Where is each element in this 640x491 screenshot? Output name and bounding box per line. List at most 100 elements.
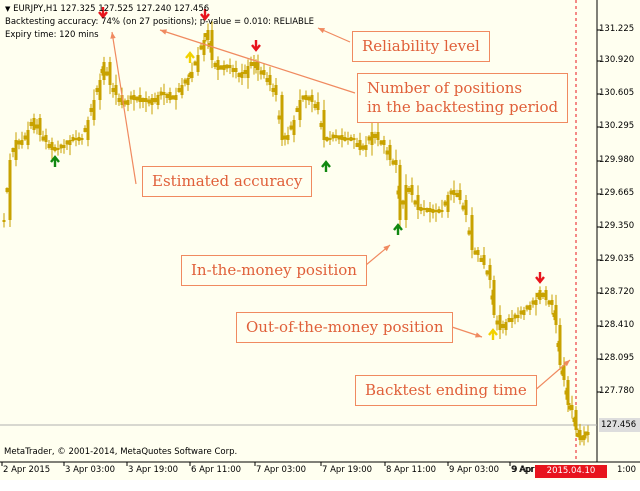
candle-body xyxy=(126,100,130,105)
candle-body xyxy=(404,185,408,220)
accuracy-pointer xyxy=(110,31,137,185)
candle-body xyxy=(570,405,574,410)
candle-body xyxy=(564,390,568,395)
candle-body xyxy=(425,208,429,212)
candle-body xyxy=(407,188,411,192)
candle-body xyxy=(2,220,6,222)
candle-body xyxy=(367,136,371,141)
candle-body xyxy=(177,88,181,92)
callout-out-of-the-money: Out-of-the-money position xyxy=(236,312,454,343)
symbol-info-line: ▼ EURJPY,H1 127.325 127.525 127.240 127.… xyxy=(5,4,209,14)
candle-body xyxy=(476,250,480,255)
candle-body xyxy=(504,322,508,330)
candle-body xyxy=(38,118,42,135)
candle-body xyxy=(108,62,112,85)
candle-body xyxy=(202,40,206,55)
candle-body xyxy=(29,122,33,126)
candle-body xyxy=(358,140,362,150)
candle-body xyxy=(391,160,395,165)
candle-body xyxy=(196,55,200,72)
candle-body xyxy=(199,45,203,50)
copyright-text: MetaTrader, © 2001-2014, MetaQuotes Soft… xyxy=(4,447,238,457)
green-up-arrow-icon xyxy=(393,223,403,235)
candle-body xyxy=(498,315,502,330)
candle-body xyxy=(528,305,532,310)
chart-window: ▼ EURJPY,H1 127.325 127.525 127.240 127.… xyxy=(0,0,640,480)
candle-body xyxy=(455,193,459,197)
time-axis-label: 7 Apr 19:00 xyxy=(322,465,373,475)
price-axis-label: 130.605 xyxy=(599,88,635,98)
candle-body xyxy=(144,98,148,102)
red-down-arrow-icon xyxy=(251,40,261,52)
candle-body xyxy=(44,135,48,142)
candle-body xyxy=(83,128,87,132)
candle-body xyxy=(519,310,523,315)
candle-body xyxy=(165,94,169,98)
candle-body xyxy=(274,85,278,95)
price-axis-label: 127.780 xyxy=(599,386,635,396)
candle-body xyxy=(20,140,24,145)
candle-body xyxy=(379,140,383,145)
candle-body xyxy=(213,63,217,67)
candle-body xyxy=(464,200,468,215)
candle-body xyxy=(473,250,477,255)
candle-body xyxy=(102,62,106,80)
candle-body xyxy=(541,293,545,297)
symbol-dropdown-icon[interactable]: ▼ xyxy=(5,5,11,13)
candle-body xyxy=(510,318,514,322)
price-axis-label: 128.095 xyxy=(599,353,635,363)
candle-body xyxy=(422,208,426,210)
candle-body xyxy=(210,30,214,60)
yellow-up-arrow-icon xyxy=(488,328,498,340)
candle-body xyxy=(513,314,517,319)
candle-body xyxy=(522,310,526,315)
candle-body xyxy=(361,145,365,150)
candle-body xyxy=(560,370,564,375)
candle-body xyxy=(385,150,389,155)
candle-body xyxy=(174,95,178,100)
candle-body xyxy=(325,137,329,141)
candle-body xyxy=(443,201,447,206)
expiry-time-text: Expiry time: 120 mins xyxy=(5,30,99,40)
current-price-tag: 127.456 xyxy=(599,418,640,432)
candle-body xyxy=(268,75,272,85)
time-axis-label: 3 Apr 03:00 xyxy=(65,465,116,475)
price-axis-label: 129.035 xyxy=(599,254,635,264)
candle-body xyxy=(552,313,556,317)
candle-body xyxy=(11,148,15,152)
candle-body xyxy=(35,124,39,129)
candle-body xyxy=(556,343,560,347)
candle-body xyxy=(32,118,36,130)
candle-body xyxy=(283,135,287,140)
candle-body xyxy=(5,188,9,192)
callout-positions-line2: in the backtesting period xyxy=(367,98,559,116)
candle-body xyxy=(449,190,453,195)
candle-body xyxy=(574,410,578,430)
candle-body xyxy=(186,78,190,85)
candle-body xyxy=(428,208,432,212)
price-chart[interactable] xyxy=(0,0,640,480)
red-down-arrow-icon xyxy=(98,7,108,19)
candle-body xyxy=(558,325,562,365)
candle-body xyxy=(410,185,414,195)
candle-body xyxy=(240,72,244,78)
candle-body xyxy=(586,432,590,435)
candle-body xyxy=(401,200,405,205)
candle-body xyxy=(572,418,576,422)
candle-body xyxy=(183,79,187,84)
candle-body xyxy=(507,318,511,322)
time-axis-label: 9 Apr xyxy=(512,465,535,475)
candle-body xyxy=(204,33,208,37)
candle-body xyxy=(150,98,154,105)
candle-body xyxy=(47,144,51,148)
candle-body xyxy=(534,300,538,305)
candle-body xyxy=(26,130,30,145)
candle-body xyxy=(352,138,356,140)
red-down-arrow-icon xyxy=(535,272,545,284)
candle-body xyxy=(180,85,184,95)
candle-body xyxy=(458,190,462,200)
candle-body xyxy=(437,209,441,213)
backtest-end-time-tag: 2015.04.10 10:00 xyxy=(535,465,607,489)
candle-body xyxy=(531,300,535,305)
candle-body xyxy=(280,95,284,140)
